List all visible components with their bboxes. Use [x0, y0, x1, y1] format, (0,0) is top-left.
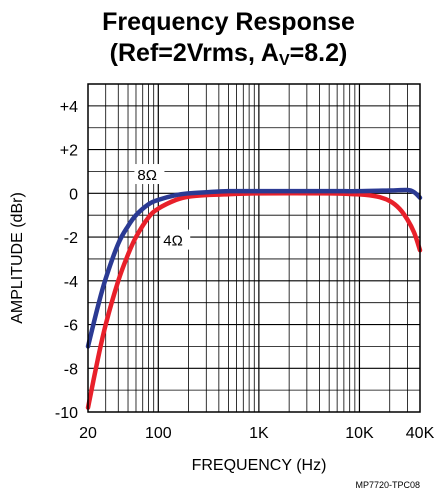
y-axis-label: AMPLITUDE (dBr) — [9, 192, 26, 324]
annotation-background — [134, 164, 165, 185]
series-lines — [85, 187, 423, 410]
x-tick-label: 10K — [345, 425, 374, 442]
y-tick-label: +2 — [60, 143, 78, 160]
series-line-4-ohm — [85, 190, 423, 410]
annotation-label: 8Ω — [137, 167, 157, 184]
y-tick-label: +4 — [60, 99, 78, 116]
x-tick-label: 100 — [145, 425, 172, 442]
x-tick-labels: 20 100 1K 10K 40K — [79, 425, 434, 442]
grid-minor — [88, 84, 420, 412]
plot-frame — [87, 83, 421, 413]
y-tick-label: -10 — [55, 405, 78, 422]
title-subscript: V — [278, 52, 290, 69]
title-prefix: (Ref=2Vrms, A — [109, 39, 279, 67]
title-suffix: =8.2) — [289, 39, 348, 67]
y-tick-label: 0 — [69, 186, 78, 203]
series-line-8-ohm — [85, 187, 423, 349]
x-axis-label: FREQUENCY (Hz) — [192, 457, 327, 474]
x-tick-label: 40K — [406, 425, 435, 442]
y-tick-label: -4 — [64, 274, 78, 291]
y-tick-label: -2 — [64, 230, 78, 247]
figure-code: MP7720-TPC08 — [355, 480, 420, 490]
grid-major — [88, 84, 420, 412]
y-tick-label: -8 — [64, 361, 78, 378]
series-annotations: 8Ω 4Ω — [134, 164, 191, 250]
y-tick-labels: +4 +2 0 -2 -4 -6 -8 -10 — [55, 99, 78, 422]
chart-title-line1: Frequency Response — [102, 8, 355, 36]
x-tick-label: 1K — [249, 425, 269, 442]
annotation-background — [160, 229, 191, 250]
x-tick-label: 20 — [79, 425, 97, 442]
chart-title-line2: (Ref=2Vrms, AV=8.2) — [8, 39, 441, 71]
y-tick-label: -6 — [64, 318, 78, 335]
annotation-label: 4Ω — [163, 233, 183, 250]
